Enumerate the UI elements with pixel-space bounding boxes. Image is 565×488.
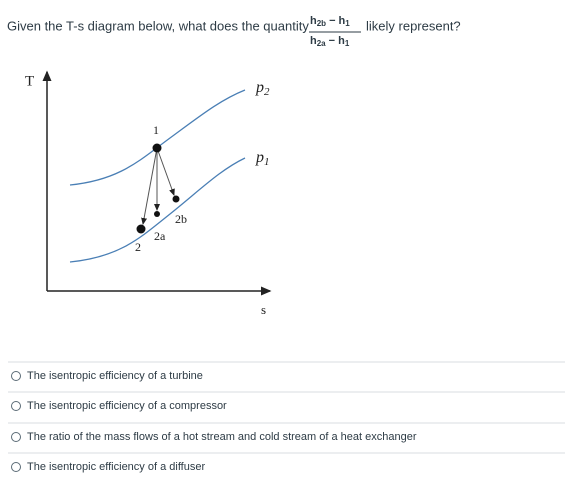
axis-label: s bbox=[261, 302, 266, 317]
process-arrow bbox=[156, 147, 175, 196]
isobar-curve bbox=[69, 89, 246, 186]
question-text: Given the T-s diagram below, what does t… bbox=[7, 18, 309, 33]
point-label: 2 bbox=[135, 240, 141, 254]
process-arrow bbox=[141, 147, 158, 225]
option-text[interactable]: The isentropic efficiency of a compresso… bbox=[27, 400, 227, 412]
answer-options: The isentropic efficiency of a turbine T… bbox=[8, 361, 565, 473]
axis-label: T bbox=[25, 73, 34, 89]
subscript: 1 bbox=[345, 19, 350, 28]
point-label: 2a bbox=[154, 229, 166, 243]
symbol: h bbox=[339, 15, 346, 27]
operator: − bbox=[329, 15, 335, 27]
fraction-denominator: h2a − h1 bbox=[310, 35, 350, 48]
question-text: likely represent? bbox=[366, 18, 461, 33]
subscript: 2a bbox=[317, 39, 326, 48]
radio-button[interactable] bbox=[11, 371, 21, 381]
option-text[interactable]: The isentropic efficiency of a turbine bbox=[27, 370, 203, 382]
symbol: h bbox=[310, 35, 317, 47]
radio-button[interactable] bbox=[11, 401, 21, 411]
operator: − bbox=[329, 35, 335, 47]
subscript: 1 bbox=[264, 156, 270, 168]
ts-diagram: T s p2 p1 1 2 2a 2b bbox=[25, 70, 272, 317]
point-label: 1 bbox=[153, 123, 159, 137]
radio-button[interactable] bbox=[11, 432, 21, 442]
point-label: 2b bbox=[175, 212, 187, 226]
curve-label: p2 bbox=[255, 79, 270, 98]
subscript: 2 bbox=[264, 86, 270, 98]
subscript: 1 bbox=[345, 39, 350, 48]
option-text[interactable]: The ratio of the mass flows of a hot str… bbox=[27, 431, 417, 443]
isobar-curve bbox=[69, 157, 246, 263]
radio-button[interactable] bbox=[11, 462, 21, 472]
symbol: p bbox=[255, 79, 264, 96]
curve-label: p1 bbox=[255, 149, 270, 168]
state-point bbox=[154, 211, 160, 217]
subscript: 2b bbox=[317, 19, 326, 28]
state-point bbox=[136, 224, 146, 234]
symbol: h bbox=[310, 15, 317, 27]
state-point bbox=[172, 195, 180, 203]
option-text[interactable]: The isentropic efficiency of a diffuser bbox=[27, 461, 205, 473]
fraction-numerator: h2b − h1 bbox=[310, 15, 350, 28]
state-point bbox=[152, 143, 162, 153]
symbol: p bbox=[255, 149, 264, 166]
symbol: h bbox=[338, 35, 345, 47]
